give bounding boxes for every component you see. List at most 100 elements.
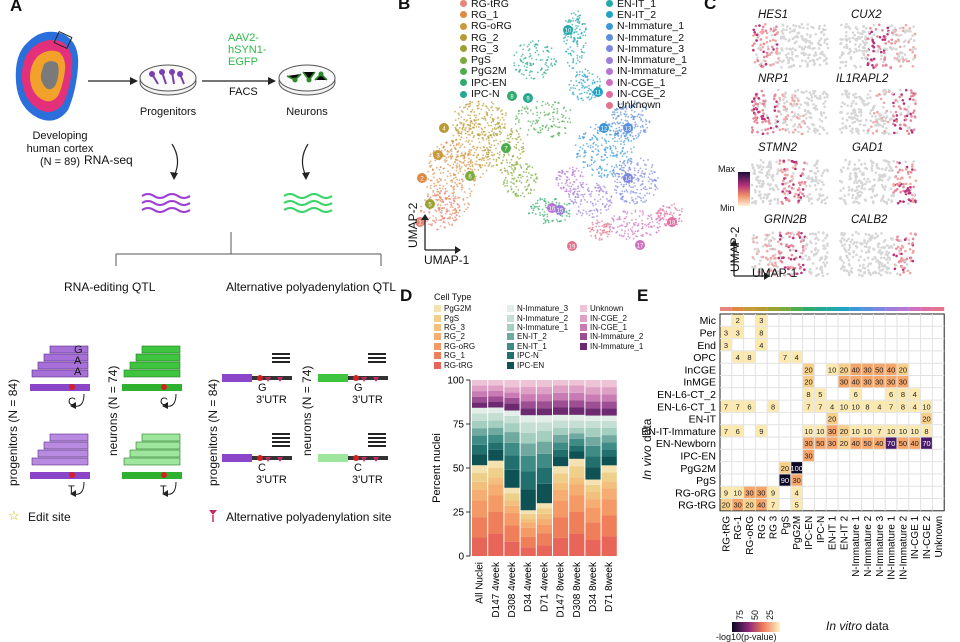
x-tick-label: D308 8week [572, 561, 583, 618]
expression-point [864, 38, 867, 41]
umap-point [466, 119, 468, 121]
umap-point [578, 170, 580, 172]
umap-point [586, 201, 588, 203]
umap-point [639, 116, 641, 118]
expression-point [845, 91, 848, 94]
expression-point [788, 200, 791, 203]
expression-point [759, 179, 762, 182]
bar-segment [488, 485, 503, 496]
umap-point [574, 199, 576, 201]
umap-point [581, 57, 583, 59]
expression-point [909, 272, 912, 275]
umap-point [625, 116, 627, 118]
umap-point [448, 210, 450, 212]
umap-point [517, 156, 519, 158]
expression-point [752, 28, 755, 31]
umap-point [460, 136, 462, 138]
umap-point [484, 116, 486, 118]
umap-point [527, 46, 529, 48]
expression-point [792, 59, 795, 62]
expression-point [852, 251, 855, 254]
expression-point [811, 180, 814, 183]
umap-point [632, 115, 634, 117]
umap-point [440, 196, 442, 198]
umap-point [473, 148, 475, 150]
expression-point [776, 172, 779, 175]
umap-point [440, 166, 442, 168]
expression-point [883, 89, 886, 92]
umap-point [659, 209, 661, 211]
expression-point [899, 273, 902, 276]
expression-point [901, 99, 904, 102]
expression-point [907, 126, 910, 129]
expression-point [851, 189, 854, 192]
umap-point [571, 174, 573, 176]
umap-point [596, 190, 598, 192]
expression-point [782, 160, 785, 163]
umap-point [641, 228, 643, 230]
umap-point [575, 14, 577, 16]
legend-swatch [434, 305, 441, 312]
umap-point [469, 143, 471, 145]
umap-point [535, 181, 537, 183]
expression-point [845, 44, 848, 47]
umap-point [612, 111, 614, 113]
umap-point [469, 188, 471, 190]
heatmap-value: 8 [771, 402, 775, 411]
umap-point [521, 182, 523, 184]
umap-axes-arrows [421, 214, 461, 254]
gene-label-hes1: HES1 [758, 9, 788, 21]
umap-point [523, 58, 525, 60]
expression-point [813, 59, 816, 62]
umap-point [467, 141, 469, 143]
umap-point [573, 173, 575, 175]
umap-point [420, 211, 422, 213]
expression-point [800, 237, 803, 240]
expression-point [789, 191, 792, 194]
legend-item: EN-IT_2 [606, 9, 687, 20]
cluster-color-strip [803, 307, 815, 311]
umap-point [592, 224, 594, 226]
umap-point [596, 229, 598, 231]
umap-point [567, 121, 569, 123]
expression-point [872, 121, 875, 124]
umap-point [487, 122, 489, 124]
expression-point [839, 197, 842, 200]
expression-point [870, 109, 873, 112]
umap-point [575, 188, 577, 190]
umap-point [619, 161, 621, 163]
expression-point [891, 31, 894, 34]
umap-point [575, 76, 577, 78]
umap-point [646, 225, 648, 227]
expression-point [896, 120, 899, 123]
expression-point [884, 185, 887, 188]
umap-point [606, 164, 608, 166]
expression-point [892, 254, 895, 257]
umap-point [634, 116, 636, 118]
expression-point [760, 168, 763, 171]
umap-point [456, 179, 458, 181]
umap-point [580, 200, 582, 202]
umap-point [640, 158, 642, 160]
umap-point [598, 175, 600, 177]
umap-point [645, 168, 647, 170]
umap-point [566, 188, 568, 190]
expression-point [908, 132, 911, 135]
bar-segment [472, 445, 487, 454]
umap-point [567, 184, 569, 186]
bar-segment [569, 466, 584, 477]
expression-point [800, 181, 803, 184]
umap-point [582, 175, 584, 177]
umap-point [516, 131, 518, 133]
umap-point [474, 177, 476, 179]
expression-point [827, 170, 830, 173]
umap-point [640, 130, 642, 132]
expression-point [758, 190, 761, 193]
expression-point [856, 189, 859, 192]
umap-point [607, 236, 609, 238]
legend-dot [606, 45, 613, 52]
umap-point [566, 190, 568, 192]
umap-point [470, 149, 472, 151]
expression-point [861, 250, 864, 253]
expression-point [826, 244, 829, 247]
